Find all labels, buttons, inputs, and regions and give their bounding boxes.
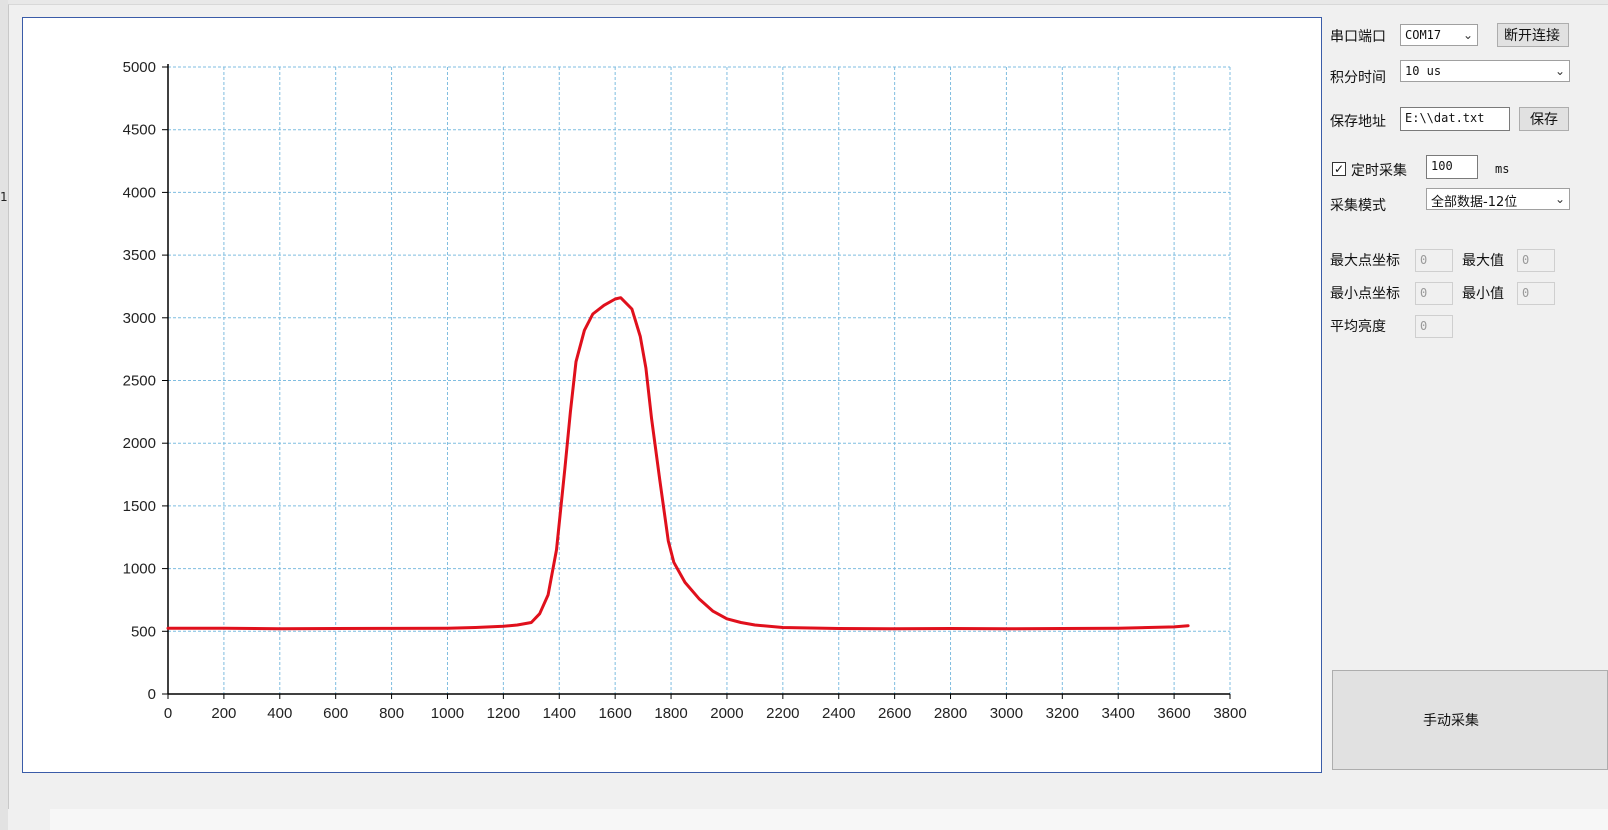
left-strip: 1 — [0, 0, 8, 830]
x-tick-label: 1400 — [543, 705, 576, 722]
y-tick-label: 1000 — [123, 561, 156, 578]
spectrum-chart-panel: 0 200 400 600 800 1000 1200 1400 1600 1800 2000 220… — [22, 17, 1322, 773]
x-tick-label: 0 — [164, 705, 172, 722]
save-button[interactable]: 保存 — [1519, 107, 1569, 131]
save-path-label: 保存地址 — [1330, 114, 1386, 130]
integration-time-select[interactable]: 10 us ⌄ — [1400, 60, 1570, 82]
max-value-label: 最大值 — [1462, 253, 1504, 269]
y-tick-label: 4500 — [123, 122, 156, 139]
chevron-down-icon: ⌄ — [1554, 192, 1565, 206]
y-tick-label: 3000 — [123, 310, 156, 327]
max-point-coord-field: 0 — [1415, 249, 1453, 272]
max-point-coord-label: 最大点坐标 — [1330, 253, 1400, 269]
average-brightness-label: 平均亮度 — [1330, 319, 1386, 335]
integration-time-label: 积分时间 — [1330, 70, 1386, 86]
x-tick-label: 1800 — [654, 705, 687, 722]
x-tick-label: 200 — [211, 705, 236, 722]
x-tick-label: 2400 — [822, 705, 855, 722]
port-label: 串口端口 — [1330, 29, 1386, 45]
timed-capture-label: 定时采集 — [1351, 163, 1407, 179]
timed-interval-input[interactable]: 100 — [1426, 155, 1478, 179]
y-tick-label: 500 — [131, 623, 156, 640]
timed-capture-checkbox[interactable]: ✓ — [1332, 162, 1346, 176]
capture-mode-label: 采集模式 — [1330, 198, 1386, 214]
x-tick-label: 2600 — [878, 705, 911, 722]
x-tick-label: 1200 — [487, 705, 520, 722]
y-tick-label: 2500 — [123, 373, 156, 390]
y-tick-label: 4000 — [123, 184, 156, 201]
capture-mode-value: 全部数据-12位 — [1431, 195, 1518, 210]
x-tick-label: 3400 — [1102, 705, 1135, 722]
y-tick-label: 5000 — [123, 59, 156, 76]
y-tick-label: 1500 — [123, 498, 156, 515]
x-tick-label: 800 — [379, 705, 404, 722]
chevron-down-icon: ⌄ — [1462, 28, 1473, 42]
y-tick-label: 2000 — [123, 435, 156, 452]
x-tick-label: 2800 — [934, 705, 967, 722]
min-value-field: 0 — [1517, 282, 1555, 305]
x-tick-label: 3600 — [1157, 705, 1190, 722]
x-tick-label: 3200 — [1046, 705, 1079, 722]
x-tick-label: 2000 — [710, 705, 743, 722]
checkmark-icon: ✓ — [1333, 162, 1345, 176]
spectrum-chart: 0 200 400 600 800 1000 1200 1400 1600 1800 2000 220… — [123, 59, 1247, 722]
x-tick-label: 600 — [323, 705, 348, 722]
save-path-input[interactable]: E:\\dat.txt — [1400, 107, 1510, 131]
x-tick-label: 3800 — [1213, 705, 1246, 722]
port-select-value: COM17 — [1405, 28, 1442, 42]
capture-mode-select[interactable]: 全部数据-12位 ⌄ — [1426, 188, 1570, 210]
disconnect-button[interactable]: 断开连接 — [1497, 23, 1569, 47]
integration-time-value: 10 us — [1405, 64, 1442, 78]
x-tick-label: 400 — [267, 705, 292, 722]
x-tick-label: 3000 — [990, 705, 1023, 722]
max-value-field: 0 — [1517, 249, 1555, 272]
min-point-coord-label: 最小点坐标 — [1330, 286, 1400, 302]
timed-interval-unit: ms — [1495, 162, 1510, 176]
port-select[interactable]: COM17 ⌄ — [1400, 24, 1478, 46]
manual-capture-button[interactable]: 手动采集 — [1332, 670, 1608, 770]
average-brightness-field: 0 — [1415, 315, 1453, 338]
x-tick-label: 1600 — [598, 705, 631, 722]
chevron-down-icon: ⌄ — [1554, 64, 1565, 78]
y-tick-label: 0 — [148, 686, 156, 703]
x-tick-label: 1000 — [431, 705, 464, 722]
bottom-strip — [50, 809, 1608, 830]
min-point-coord-field: 0 — [1415, 282, 1453, 305]
x-tick-label: 2200 — [766, 705, 799, 722]
y-tick-label: 3500 — [123, 247, 156, 264]
spectrum-series-line — [166, 296, 1190, 631]
min-value-label: 最小值 — [1462, 286, 1504, 302]
top-strip — [8, 0, 1608, 4]
left-edge-mark: 1 — [0, 190, 8, 204]
